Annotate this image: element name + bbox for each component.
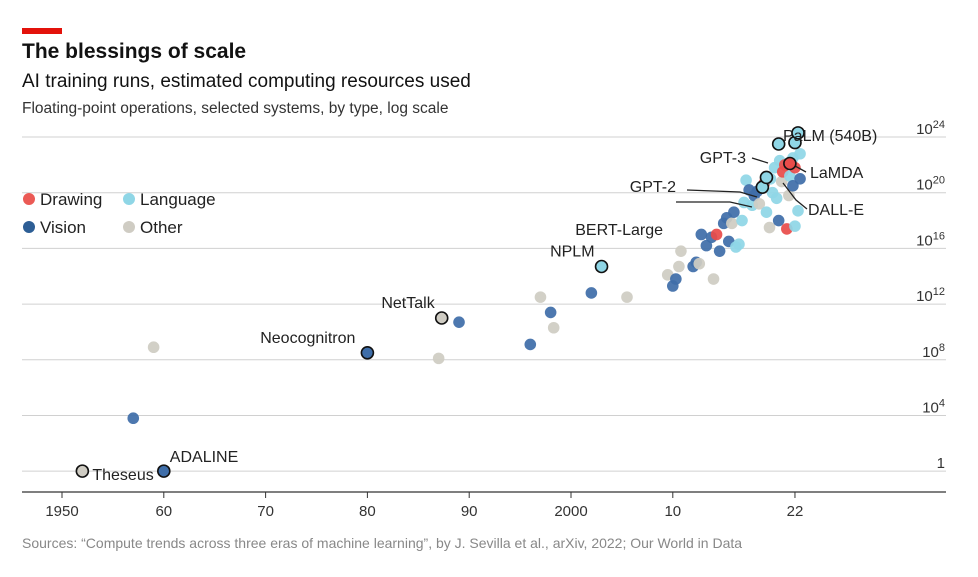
data-point xyxy=(783,189,795,202)
legend-swatch xyxy=(23,193,35,205)
data-point xyxy=(760,206,773,219)
chart-title: The blessings of scale xyxy=(22,40,247,63)
annotated-point xyxy=(75,464,90,478)
data-point xyxy=(673,260,685,273)
annotated-point xyxy=(594,259,609,274)
y-tick-label: 1024 xyxy=(916,119,945,138)
data-point xyxy=(770,192,783,205)
data-point xyxy=(675,245,687,257)
annotated-point xyxy=(771,137,786,151)
data-point xyxy=(753,198,766,210)
annotated-point xyxy=(434,311,449,325)
x-tick-label: 22 xyxy=(787,503,804,520)
point-label: GPT-3 xyxy=(700,150,746,167)
data-point xyxy=(693,257,706,270)
x-tick-label: 2000 xyxy=(554,503,587,520)
data-point xyxy=(736,214,748,227)
data-point xyxy=(789,220,801,232)
data-point xyxy=(544,306,557,319)
data-point xyxy=(733,238,745,251)
legend-label: Other xyxy=(140,218,183,237)
data-point xyxy=(792,205,804,217)
data-point xyxy=(728,206,740,219)
annotated-point xyxy=(360,345,375,360)
data-point xyxy=(794,147,806,160)
legend-label: Language xyxy=(140,190,216,209)
data-point xyxy=(524,338,537,351)
data-point xyxy=(726,217,738,230)
legend-swatch xyxy=(23,221,35,233)
point-label: Neocognitron xyxy=(260,330,355,347)
annotation-leader xyxy=(676,201,753,208)
data-point xyxy=(784,170,796,182)
legend-label: Vision xyxy=(40,218,86,237)
data-point xyxy=(740,174,752,186)
chart-description: Floating-point operations, selected syst… xyxy=(22,100,449,117)
point-label: Theseus xyxy=(92,467,153,484)
data-point xyxy=(147,341,160,354)
y-tick-label: 1016 xyxy=(916,230,945,249)
legend-label: Drawing xyxy=(40,190,102,209)
point-label: GPT-2 xyxy=(630,179,676,196)
point-label: BERT-Large xyxy=(575,222,663,239)
data-point xyxy=(670,273,682,285)
data-point xyxy=(772,214,785,227)
data-point xyxy=(585,287,598,299)
data-point xyxy=(127,412,140,425)
annotated-point xyxy=(783,156,797,171)
annotated-point xyxy=(157,464,171,478)
x-tick-label: 60 xyxy=(155,503,172,520)
legend-swatch xyxy=(123,221,135,233)
point-label: ADALINE xyxy=(170,449,238,466)
x-tick-label: 90 xyxy=(461,503,478,520)
x-tick-label: 1950 xyxy=(45,503,78,520)
point-label: DALL-E xyxy=(808,202,864,219)
x-tick-label: 70 xyxy=(257,503,274,520)
chart-subtitle: AI training runs, estimated computing re… xyxy=(22,71,471,92)
y-tick-label: 1012 xyxy=(916,286,945,305)
legend-swatch xyxy=(123,193,135,205)
data-point xyxy=(713,245,726,257)
brand-red-bar xyxy=(22,28,62,34)
data-point xyxy=(707,273,720,285)
point-label: LaMDA xyxy=(810,165,864,182)
data-point xyxy=(432,352,445,365)
data-point xyxy=(787,179,799,192)
x-tick-label: 10 xyxy=(664,503,681,520)
source-note: Sources: “Compute trends across three er… xyxy=(22,535,743,551)
data-point xyxy=(763,221,776,234)
data-point xyxy=(700,239,713,252)
annotation-leader xyxy=(782,182,808,210)
data-point xyxy=(453,316,465,328)
annotated-point xyxy=(791,126,805,140)
y-tick-label: 104 xyxy=(922,397,945,416)
annotation-leader xyxy=(751,157,769,164)
annotated-point xyxy=(759,170,774,185)
point-label: NPLM xyxy=(550,243,594,260)
data-point xyxy=(794,173,806,185)
data-point xyxy=(621,291,633,303)
x-tick-label: 80 xyxy=(359,503,376,520)
data-point xyxy=(547,321,560,334)
y-tick-label: 1020 xyxy=(916,175,945,194)
data-point xyxy=(695,228,708,241)
y-tick-label: 108 xyxy=(922,342,945,361)
data-point xyxy=(710,228,723,241)
annotation-leader xyxy=(686,189,758,198)
y-tick-label: 1 xyxy=(937,455,945,472)
point-label: PaLM (540B) xyxy=(783,128,877,145)
data-point xyxy=(534,291,547,303)
point-label: NetTalk xyxy=(381,295,435,312)
